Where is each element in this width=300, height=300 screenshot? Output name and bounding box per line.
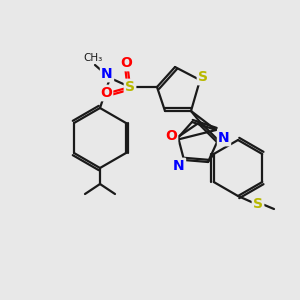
Text: N: N (101, 67, 113, 81)
Text: O: O (165, 129, 177, 143)
Text: N: N (218, 131, 230, 145)
Text: CH₃: CH₃ (83, 53, 103, 63)
Text: S: S (198, 70, 208, 84)
Text: S: S (125, 80, 135, 94)
Text: N: N (173, 159, 185, 173)
Text: S: S (253, 197, 263, 211)
Text: O: O (100, 86, 112, 100)
Text: O: O (120, 56, 132, 70)
